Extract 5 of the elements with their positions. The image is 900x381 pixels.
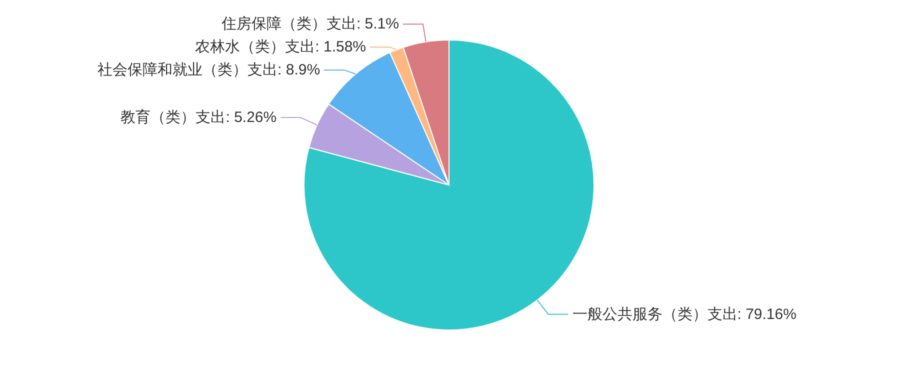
slice-label: 住房保障（类）支出: 5.1% [220, 16, 399, 33]
slice-label: 社会保障和就业（类）支出: 8.9% [98, 62, 320, 79]
slice-label: 农林水（类）支出: 1.58% [195, 38, 366, 56]
slice-label: 教育（类）支出: 5.26% [120, 109, 277, 126]
slice-label: 一般公共服务（类）支出: 79.16% [572, 306, 796, 323]
